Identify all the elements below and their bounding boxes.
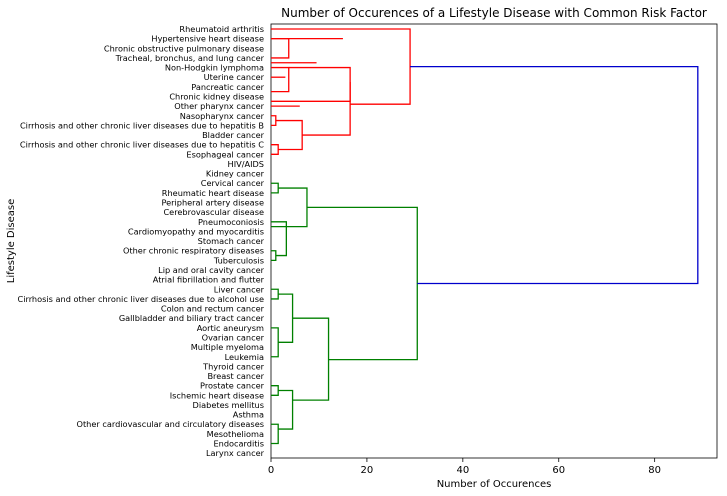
leaf-label: Ovarian cancer <box>202 332 265 342</box>
leaf-label: Chronic obstructive pulmonary disease <box>104 43 264 53</box>
dendrogram-link <box>271 221 287 257</box>
leaf-label: Diabetes mellitus <box>193 400 264 410</box>
leaf-label: Leukemia <box>225 352 264 362</box>
leaf-label: Atrial fibrillation and flutter <box>153 275 265 285</box>
dendrogram-link <box>271 423 279 445</box>
dendrogram-link <box>271 115 277 127</box>
leaf-label: Kidney cancer <box>206 169 265 179</box>
leaf-label: Tuberculosis <box>213 255 264 265</box>
dendrogram-link <box>306 206 418 361</box>
leaf-label: Stomach cancer <box>198 236 265 246</box>
y-axis-title: Lifestyle Disease <box>6 199 17 284</box>
dendrogram-link <box>271 288 279 300</box>
dendrogram-link <box>278 293 294 343</box>
leaf-label: Gallbladder and biliary tract cancer <box>119 313 265 323</box>
dendrogram-links <box>271 28 699 445</box>
leaf-label: Breast cancer <box>207 371 264 381</box>
x-tick-label: 0 <box>268 465 274 476</box>
dendrogram-link <box>271 66 351 102</box>
leaf-label: Prostate cancer <box>200 381 265 391</box>
dendrogram-link <box>271 28 411 105</box>
leaf-label: Thyroid cancer <box>202 361 265 371</box>
leaf-label: Rheumatoid arthritis <box>179 24 264 34</box>
leaf-label: Other chronic respiratory diseases <box>123 246 264 256</box>
leaf-label: Liver cancer <box>214 284 265 294</box>
dendrogram-link <box>271 37 290 59</box>
leaf-label: HIV/AIDS <box>228 159 264 169</box>
leaf-label: Ischemic heart disease <box>170 390 264 400</box>
leaf-label: Multiple myeloma <box>191 342 264 352</box>
leaf-label: Cirrhosis and other chronic liver diseas… <box>20 140 264 150</box>
leaf-label: Lip and oral cavity cancer <box>158 265 264 275</box>
leaf-label: Chronic kidney disease <box>169 91 264 101</box>
x-axis-title: Number of Occurences <box>437 479 552 490</box>
leaf-label: Bladder cancer <box>202 130 265 140</box>
leaf-label: Mesothelioma <box>207 429 264 439</box>
dendrogram-link <box>271 385 279 396</box>
leaf-label: Tracheal, bronchus, and lung cancer <box>115 53 265 63</box>
dendrogram-link <box>271 66 290 93</box>
leaf-label: Colon and rectum cancer <box>161 304 265 314</box>
leaf-label: Esophageal cancer <box>186 149 264 159</box>
dendrogram-link <box>278 389 294 430</box>
leaf-label: Cirrhosis and other chronic liver diseas… <box>18 294 265 304</box>
x-tick-label: 40 <box>456 465 469 476</box>
leaf-label: Rheumatic heart disease <box>162 188 264 198</box>
leaf-label: Other cardiovascular and circulatory dis… <box>77 419 265 429</box>
leaf-label: Hypertensive heart disease <box>151 34 264 44</box>
leaf-label: Other pharynx cancer <box>174 101 264 111</box>
x-axis-ticks: 0 20 40 60 80 <box>268 458 661 476</box>
leaf-label: Non-Hodgkin lymphoma <box>165 63 264 73</box>
plot-frame <box>270 23 718 459</box>
dendrogram-link <box>271 250 277 262</box>
leaf-label: Cerebrovascular disease <box>163 207 264 217</box>
dendrogram-link <box>410 65 699 285</box>
leaf-label: Peripheral artery disease <box>161 198 264 208</box>
leaf-label: Asthma <box>233 410 264 420</box>
dendrogram-link <box>271 144 279 155</box>
leaf-label: Larynx cancer <box>206 448 265 458</box>
chart-title: Number of Occurences of a Lifestyle Dise… <box>281 6 707 20</box>
leaf-label: Cardiomyopathy and myocarditis <box>128 226 264 236</box>
leaf-label: Nasopharynx cancer <box>180 111 265 121</box>
dendrogram-link <box>271 187 308 228</box>
dendrogram-link <box>292 317 330 401</box>
dendrogram-link <box>275 119 303 151</box>
x-tick-label: 60 <box>552 465 565 476</box>
leaf-label: Cirrhosis and other chronic liver diseas… <box>20 120 264 130</box>
leaf-label: Cervical cancer <box>201 178 265 188</box>
leaf-label: Endocarditis <box>213 439 264 449</box>
dendrogram-link <box>271 182 279 194</box>
x-tick-label: 20 <box>361 465 374 476</box>
dendrogram-link <box>271 327 279 358</box>
leaf-label: Pancreatic cancer <box>191 82 264 92</box>
dendrogram-link <box>302 82 351 136</box>
x-tick-label: 80 <box>648 465 661 476</box>
leaf-label: Aortic aneurysm <box>197 323 264 333</box>
leaf-label: Pneumoconiosis <box>198 217 264 227</box>
leaf-label: Uterine cancer <box>204 72 265 82</box>
